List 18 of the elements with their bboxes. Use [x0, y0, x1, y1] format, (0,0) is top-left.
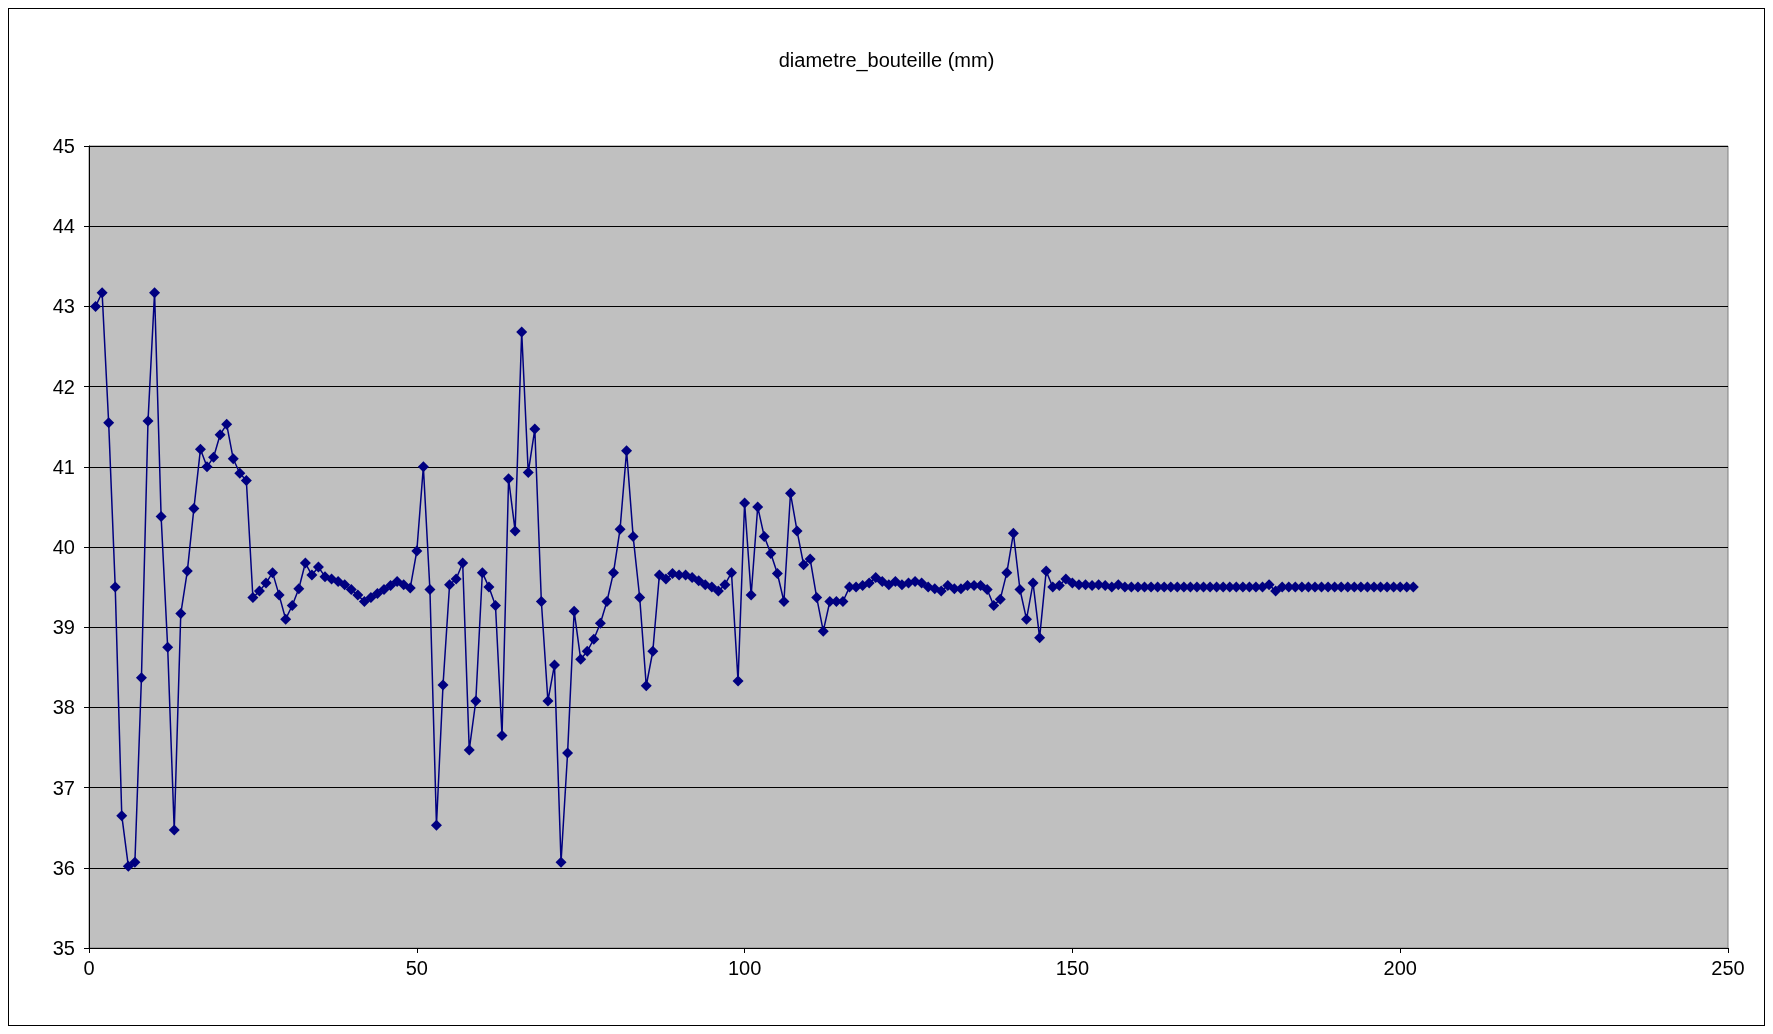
- x-tick-label: 0: [83, 957, 95, 979]
- x-tick-label: 100: [727, 957, 762, 979]
- x-tick-label: 50: [405, 957, 428, 979]
- y-tick-label: 44: [52, 215, 75, 238]
- y-tick-label: 42: [52, 375, 75, 398]
- y-tick-label: 38: [52, 696, 75, 719]
- chart-title: diametre_bouteille (mm): [778, 49, 995, 72]
- y-tick-label: 35: [52, 937, 75, 959]
- y-tick-label: 37: [52, 776, 75, 799]
- y-tick-label: 36: [52, 856, 75, 879]
- y-tick-label: 43: [52, 295, 75, 318]
- x-tick-label: 250: [1711, 957, 1745, 979]
- y-tick-label: 41: [52, 455, 75, 478]
- y-tick-label: 45: [52, 135, 75, 157]
- x-tick-label: 200: [1383, 957, 1417, 979]
- x-tick-label: 150: [1055, 957, 1090, 979]
- y-tick-label: 40: [52, 536, 75, 558]
- y-tick-label: 39: [52, 616, 75, 639]
